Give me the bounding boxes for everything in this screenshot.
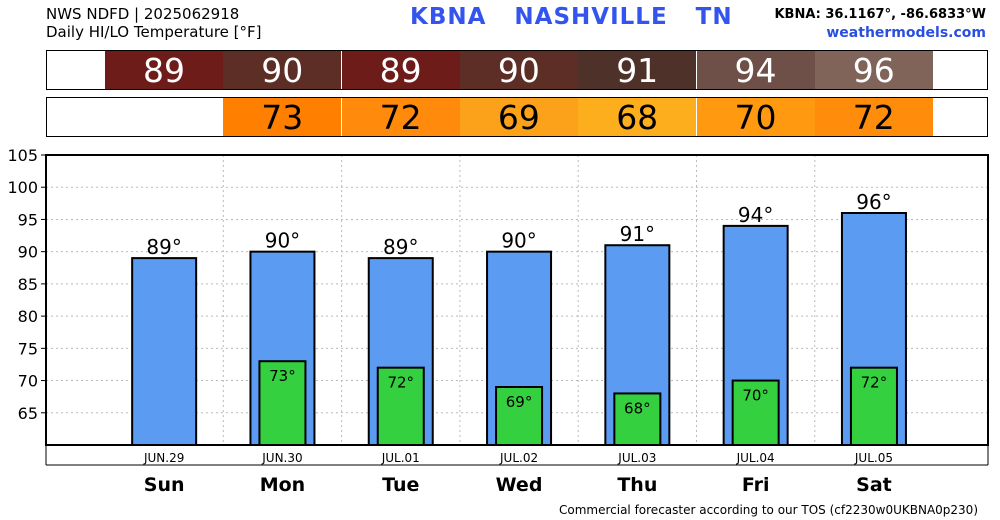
station-title: KBNA NASHVILLE TN [410, 6, 761, 29]
day-label-4: Thu [617, 474, 657, 496]
hi-strip-cell-3: 90 [459, 51, 578, 90]
ytick-label-3: 80 [18, 307, 38, 326]
temperature-chart: 65 70 75 80 85 90 95 100 105 89° JUN.29 Sun 90° 73° JU… [7, 146, 989, 496]
lo-label-3: 69° [506, 393, 533, 411]
station-coords: KBNA: 36.1167°, -86.6833°W [774, 7, 986, 22]
hi-label-4: 91° [620, 222, 655, 246]
day-label-1: Mon [260, 474, 306, 496]
ytick-label-1: 70 [18, 372, 38, 391]
hi-label-1: 90° [265, 229, 300, 253]
lo-label-1: 73° [269, 367, 296, 385]
date-label-5: JUL.04 [736, 451, 775, 465]
day-label-3: Wed [496, 474, 543, 496]
ytick-label-7: 100 [7, 178, 38, 197]
station-state: TN [695, 4, 733, 30]
hi-label-3: 90° [501, 229, 536, 253]
ytick-label-6: 95 [18, 210, 38, 229]
lo-bar-5 [731, 379, 780, 446]
hi-label-5: 94° [738, 203, 773, 227]
station-name: NASHVILLE [514, 4, 668, 30]
product-title: NWS NDFD | 2025062918 [46, 5, 240, 23]
lo-strip-cell-3: 69 [459, 98, 578, 137]
hi-strip-cell-0: 89 [105, 51, 223, 90]
lo-strip-cell-2: 72 [341, 98, 460, 137]
day-label-0: Sun [144, 474, 185, 496]
lo-label-6: 72° [861, 374, 888, 392]
hi-strip-cell-6: 96 [814, 51, 933, 90]
station-id: KBNA [410, 4, 487, 30]
lo-strip-cell-4: 68 [578, 98, 697, 137]
lo-label-2: 72° [387, 374, 414, 392]
date-label-1: JUN.30 [261, 451, 302, 465]
date-label-2: JUL.01 [381, 451, 420, 465]
site-link[interactable]: weathermodels.com [826, 25, 986, 41]
hi-label-2: 89° [383, 235, 418, 259]
ytick-label-8: 105 [7, 146, 38, 165]
day-label-2: Tue [382, 474, 419, 496]
hi-bar-0 [131, 257, 198, 446]
lo-strip-cell-6: 72 [814, 98, 933, 137]
lo-bar-3 [495, 386, 544, 446]
date-label-6: JUL.05 [854, 451, 893, 465]
ytick-label-4: 85 [18, 275, 38, 294]
hi-strip-cell-5: 94 [696, 51, 815, 90]
lo-strip-cell-5: 70 [696, 98, 815, 137]
lo-temp-strip: 73 72 69 68 70 72 [46, 97, 988, 137]
ytick-label-5: 90 [18, 243, 38, 262]
hi-label-6: 96° [856, 190, 891, 214]
lo-strip-cell-1: 73 [223, 98, 342, 137]
lo-bar-2 [376, 366, 425, 447]
date-label-4: JUL.03 [617, 451, 656, 465]
footer-note: Commercial forecaster according to our T… [558, 503, 978, 517]
variable-title: Daily HI/LO Temperature [°F] [46, 23, 262, 41]
day-label-6: Sat [856, 474, 892, 496]
lo-bar-1 [258, 360, 307, 447]
hi-label-0: 89° [146, 235, 181, 259]
hi-strip-cell-2: 89 [341, 51, 460, 90]
lo-label-4: 68° [624, 399, 651, 417]
hi-temp-strip: 89 90 89 90 91 94 96 [46, 50, 988, 90]
plot-frame [45, 154, 989, 446]
date-label-3: JUL.02 [499, 451, 538, 465]
date-label-0: JUN.29 [143, 451, 184, 465]
hi-strip-cell-1: 90 [223, 51, 342, 90]
ytick-label-2: 75 [18, 339, 38, 358]
lo-bar-4 [613, 392, 662, 446]
lo-label-5: 70° [742, 387, 769, 405]
ytick-label-0: 65 [18, 404, 38, 423]
day-label-5: Fri [742, 474, 770, 496]
lo-bar-6 [849, 366, 898, 447]
hi-strip-cell-4: 91 [578, 51, 697, 90]
